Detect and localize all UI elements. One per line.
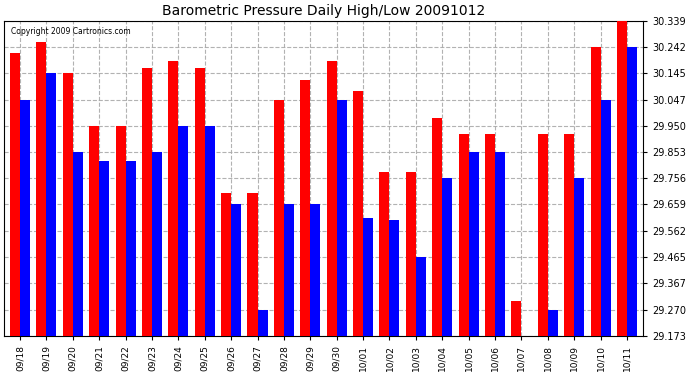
Bar [115, 126, 126, 336]
Bar [548, 310, 558, 336]
Bar [63, 73, 72, 336]
Bar [538, 134, 548, 336]
Bar [495, 152, 505, 336]
Bar [442, 178, 452, 336]
Title: Barometric Pressure Daily High/Low 20091012: Barometric Pressure Daily High/Low 20091… [162, 4, 485, 18]
Bar [591, 47, 600, 336]
Bar [363, 218, 373, 336]
Bar [205, 126, 215, 336]
Bar [564, 134, 574, 336]
Bar [195, 68, 205, 336]
Bar [257, 310, 268, 336]
Bar [20, 100, 30, 336]
Bar [89, 126, 99, 336]
Text: Copyright 2009 Cartronics.com: Copyright 2009 Cartronics.com [10, 27, 130, 36]
Bar [326, 61, 337, 336]
Bar [380, 172, 389, 336]
Bar [168, 61, 178, 336]
Bar [574, 178, 584, 336]
Bar [406, 172, 416, 336]
Bar [353, 91, 363, 336]
Bar [389, 220, 400, 336]
Bar [248, 194, 257, 336]
Bar [337, 100, 346, 336]
Bar [99, 161, 109, 336]
Bar [126, 161, 136, 336]
Bar [300, 80, 310, 336]
Bar [274, 100, 284, 336]
Bar [46, 73, 57, 336]
Bar [432, 118, 442, 336]
Bar [485, 134, 495, 336]
Bar [416, 257, 426, 336]
Bar [600, 100, 611, 336]
Bar [284, 204, 294, 336]
Bar [627, 47, 637, 336]
Bar [617, 21, 627, 336]
Bar [142, 68, 152, 336]
Bar [10, 53, 20, 336]
Bar [72, 152, 83, 336]
Bar [459, 134, 469, 336]
Bar [221, 194, 231, 336]
Bar [231, 204, 241, 336]
Bar [152, 152, 162, 336]
Bar [469, 152, 479, 336]
Bar [511, 302, 522, 336]
Bar [37, 42, 46, 336]
Bar [178, 126, 188, 336]
Bar [310, 204, 320, 336]
